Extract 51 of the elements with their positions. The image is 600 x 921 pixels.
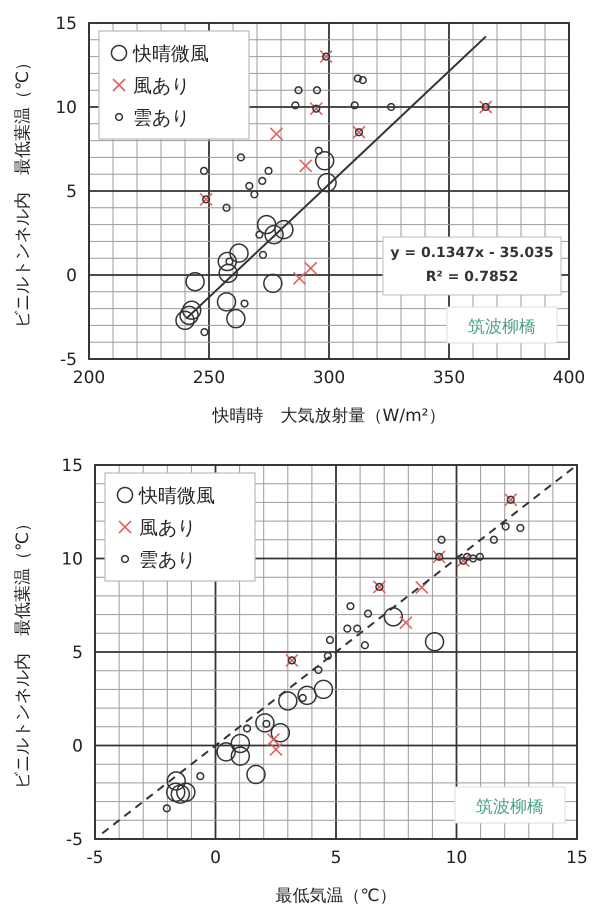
point: [352, 125, 366, 139]
x-tick-label: 15: [566, 848, 588, 868]
y-tick-label: -5: [60, 350, 77, 370]
y-tick-label: 5: [66, 182, 77, 202]
y-tick-label: 10: [55, 98, 77, 118]
x-axis-title: 最低気温（℃）: [275, 886, 397, 906]
point: [504, 492, 518, 507]
point: [269, 742, 283, 756]
y-tick-label: 0: [72, 736, 83, 756]
x-tick-label: 250: [192, 368, 226, 388]
point: [285, 654, 299, 668]
point: [372, 580, 386, 594]
point: [319, 50, 333, 64]
legend-label: 風あり: [133, 75, 190, 97]
point: [298, 159, 313, 173]
x-tick-label: 200: [72, 368, 106, 388]
x-tick-label: 300: [312, 368, 346, 388]
y-tick-label: 15: [55, 14, 77, 34]
y-tick-label: 15: [61, 456, 83, 476]
legend-label: 雲あり: [139, 549, 196, 571]
x-tick-label: 350: [432, 368, 466, 388]
y-axis-title: ビニルトンネル内 最低葉温（℃）: [13, 54, 33, 328]
legend-label: 雲あり: [133, 107, 190, 129]
point: [414, 580, 429, 594]
x-axis-title: 快晴時 大気放射量（W/m²）: [212, 406, 446, 426]
legend-label: 快晴微風: [132, 43, 209, 65]
point: [309, 102, 324, 116]
x-tick-label: 10: [446, 848, 468, 868]
annotation: y = 0.1347x - 35.035: [390, 245, 554, 261]
point: [432, 550, 446, 564]
point: [304, 261, 318, 276]
x-tick-label: 5: [330, 848, 342, 868]
legend-label: 風あり: [139, 517, 196, 539]
annotation: 筑波柳橋: [468, 317, 536, 337]
point: [456, 554, 470, 568]
point: [270, 127, 284, 141]
y-axis-title: ビニルトンネル内 最低葉温（℃）: [13, 514, 33, 790]
point: [399, 616, 413, 630]
annotation: 筑波柳橋: [476, 797, 544, 817]
y-tick-label: 5: [72, 643, 83, 663]
y-tick-label: -5: [66, 830, 83, 850]
point: [292, 272, 306, 286]
point: [478, 100, 493, 114]
legend-label: 快晴微風: [138, 485, 215, 507]
y-tick-label: 0: [66, 266, 77, 286]
x-tick-label: 400: [552, 368, 586, 388]
y-tick-label: 10: [61, 550, 83, 570]
x-tick-label: 0: [210, 848, 221, 868]
x-tick-label: -5: [86, 848, 104, 868]
annotation: R² = 0.7852: [426, 269, 518, 285]
point: [199, 192, 213, 206]
